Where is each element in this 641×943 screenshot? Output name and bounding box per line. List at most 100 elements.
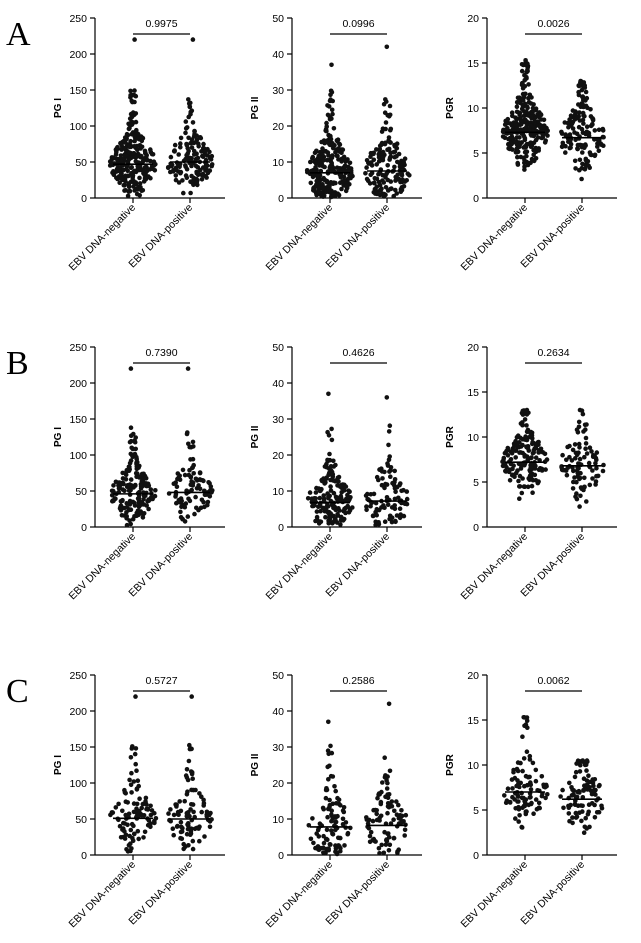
data-point (573, 810, 579, 816)
data-point (126, 843, 132, 848)
data-point (383, 97, 388, 102)
data-point (573, 137, 578, 143)
data-point (514, 100, 520, 105)
data-point (314, 148, 319, 154)
data-point (580, 758, 585, 763)
data-point (521, 803, 527, 809)
data-point (597, 137, 602, 143)
data-point (176, 152, 181, 157)
data-point (337, 508, 342, 513)
data-point (509, 110, 515, 115)
data-point (599, 142, 604, 147)
data-point (597, 782, 602, 788)
data-point (380, 780, 385, 785)
data-point (150, 166, 155, 171)
data-point (148, 147, 153, 152)
data-point (199, 497, 205, 503)
data-point (205, 168, 211, 174)
data-point (392, 477, 398, 482)
data-point (322, 481, 327, 486)
data-point (571, 468, 576, 474)
data-point (179, 829, 185, 834)
data-point (328, 484, 333, 489)
data-point (526, 476, 531, 481)
data-point (133, 694, 138, 699)
data-point (173, 173, 179, 178)
data-point (517, 484, 523, 489)
data-point (145, 807, 151, 812)
data-point (189, 787, 194, 793)
data-point (391, 193, 397, 199)
data-point (379, 469, 385, 474)
data-point (514, 150, 520, 155)
data-point (310, 174, 316, 180)
data-point (128, 366, 134, 371)
data-point (168, 807, 173, 812)
y-tick-label: 5 (473, 148, 479, 160)
data-point (585, 811, 591, 817)
data-point (518, 760, 523, 766)
data-point (182, 504, 188, 510)
data-point (525, 725, 530, 730)
data-point (402, 833, 408, 838)
data-point (123, 179, 128, 184)
data-point (148, 812, 154, 818)
data-point (387, 423, 393, 429)
data-point (321, 496, 327, 502)
data-point (189, 746, 194, 752)
data-point (350, 505, 355, 510)
data-point (512, 443, 517, 449)
data-point (390, 480, 395, 486)
data-point (184, 431, 190, 437)
data-point (128, 477, 134, 482)
data-point (575, 146, 580, 151)
data-point (132, 831, 137, 837)
data-point (197, 470, 203, 476)
data-point (193, 787, 198, 793)
data-point (130, 744, 135, 749)
data-point (367, 839, 373, 845)
data-point (577, 475, 583, 481)
data-point (336, 797, 342, 803)
data-point (326, 391, 331, 397)
data-point (581, 429, 586, 434)
data-point (521, 145, 527, 150)
data-point (127, 144, 132, 150)
data-point (386, 442, 391, 448)
data-point (514, 109, 520, 115)
data-point (189, 145, 195, 150)
data-point (394, 812, 400, 817)
data-point (139, 136, 144, 141)
y-tick-label: 250 (69, 670, 87, 682)
data-point (201, 797, 206, 803)
data-point (310, 154, 316, 160)
y-tick-label: 50 (75, 157, 87, 169)
y-tick-label: 20 (272, 450, 284, 462)
data-point (596, 127, 602, 133)
data-point (323, 148, 329, 154)
data-point (579, 818, 584, 824)
data-point (528, 469, 533, 474)
data-point (522, 417, 528, 422)
data-point (525, 67, 530, 73)
data-point (517, 813, 522, 818)
data-point (567, 132, 573, 137)
data-point (511, 769, 516, 775)
data-point (197, 486, 203, 492)
data-point (326, 847, 332, 853)
data-point (515, 468, 520, 473)
data-point (148, 824, 153, 830)
data-point (577, 407, 583, 413)
data-point (333, 819, 339, 825)
data-point (394, 799, 399, 804)
data-point (392, 468, 398, 474)
data-point (129, 846, 134, 851)
data-point (318, 508, 323, 514)
data-point (191, 152, 197, 157)
data-point (180, 178, 185, 183)
data-point (578, 493, 583, 499)
data-point (396, 495, 401, 501)
data-point (131, 151, 136, 156)
